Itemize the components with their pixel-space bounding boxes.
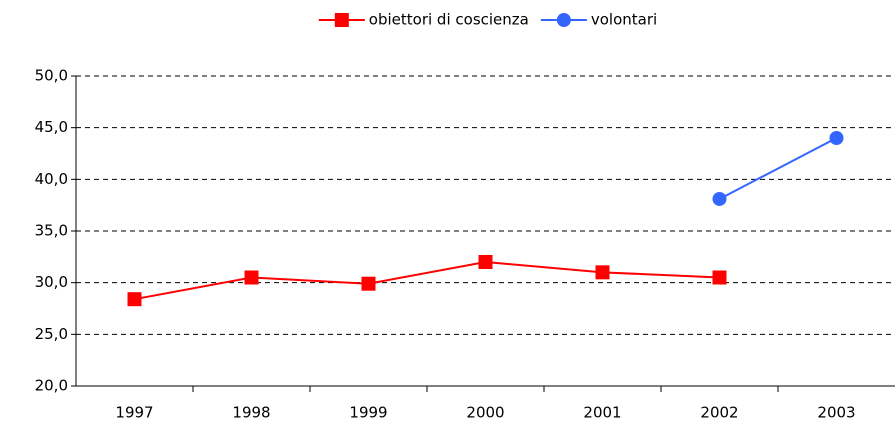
y-tick-label: 40,0 bbox=[35, 170, 68, 188]
series-line bbox=[134, 260, 720, 301]
marker bbox=[595, 265, 610, 280]
marker bbox=[712, 270, 727, 285]
x-tick-label: 2003 bbox=[817, 404, 855, 422]
y-tick-label: 35,0 bbox=[35, 222, 68, 240]
x-tick-label: 2002 bbox=[700, 404, 738, 422]
legend-marker bbox=[334, 13, 349, 27]
x-tick-label: 1998 bbox=[232, 404, 270, 422]
legend-label: obiettori di coscienza bbox=[369, 11, 529, 29]
y-tick-label: 20,0 bbox=[35, 377, 68, 395]
x-tick-label: 1997 bbox=[115, 404, 153, 422]
marker bbox=[244, 270, 259, 285]
marker bbox=[712, 191, 727, 206]
y-tick-label: 25,0 bbox=[35, 325, 68, 343]
y-tick-label: 50,0 bbox=[35, 67, 68, 85]
legend: obiettori di coscienza volontari bbox=[318, 11, 657, 29]
x-tick-label: 1999 bbox=[349, 404, 387, 422]
marker bbox=[361, 276, 376, 291]
series-line bbox=[719, 137, 837, 200]
legend-marker bbox=[556, 13, 571, 27]
marker bbox=[127, 292, 142, 307]
y-tick-label: 45,0 bbox=[35, 118, 68, 136]
marker bbox=[829, 131, 844, 145]
y-tick-label: 30,0 bbox=[35, 273, 68, 291]
x-tick-label: 2001 bbox=[583, 404, 621, 422]
x-tick-label: 2000 bbox=[466, 404, 504, 422]
legend-label: volontari bbox=[591, 11, 657, 29]
marker bbox=[478, 255, 493, 269]
